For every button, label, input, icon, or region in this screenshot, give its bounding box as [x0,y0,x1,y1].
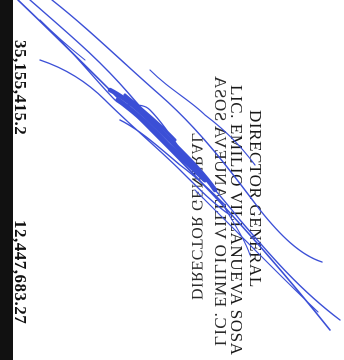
signature-stroke-12 [39,19,86,61]
amount-column: 12,447,683.27 35,155,415.2 [13,0,29,360]
signature-stroke-9 [123,93,177,142]
amount-right: 35,155,415.2 [13,40,29,136]
amount-top: 12,447,683.27 [13,220,29,325]
table-outer-rule [0,0,11,360]
signer-title: DIRECTOR GENERAL [246,110,265,288]
signer-title-mirrored: DIRECTOR GENERAL [188,132,205,300]
signature-stroke-1 [17,0,331,331]
table-inner-rule [11,0,13,360]
signature-stroke-2 [29,0,341,321]
signer-name: LIC. EMILIO VILLANUEVA SOSA [227,85,246,356]
signature-stroke-5 [59,39,196,171]
